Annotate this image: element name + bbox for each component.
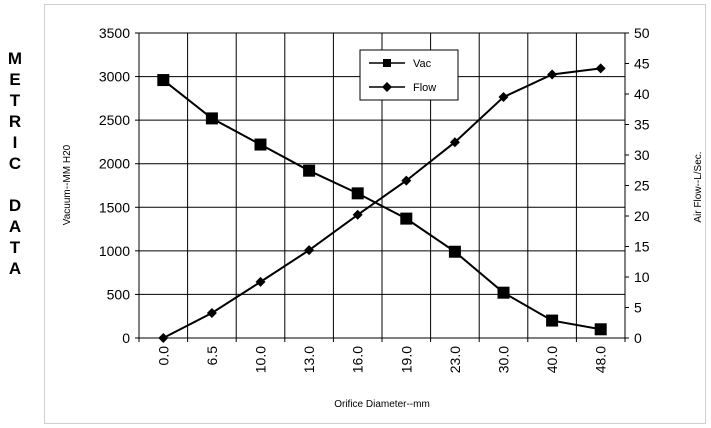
vac-point xyxy=(303,164,316,177)
right-tick-label: 40 xyxy=(634,86,650,102)
left-axis-tick-labels: 0 500 1000 1500 2000 2500 3000 3500 xyxy=(99,25,130,346)
flow-point xyxy=(498,92,509,103)
y-axis-label: Vacuum--MM H20 xyxy=(62,144,73,225)
vac-point xyxy=(594,323,607,336)
chart-frame xyxy=(44,4,706,424)
vac-point xyxy=(448,245,461,258)
x-axis-tick-labels: 0.0 6.5 10.0 13.0 16.0 19.0 23.0 30.0 40.0 48.0 xyxy=(155,346,608,373)
vac-point xyxy=(400,212,413,225)
series-layer xyxy=(157,63,607,343)
plot-area xyxy=(138,32,626,339)
right-tick-label: 25 xyxy=(634,178,650,194)
right-tick-label: 5 xyxy=(634,300,642,316)
right-tick-label: 15 xyxy=(634,239,650,255)
right-tick-label: 20 xyxy=(634,208,650,224)
x-axis-label: Orifice Diameter--mm xyxy=(334,399,430,410)
side-title-letter: C xyxy=(8,154,22,173)
left-tick-label: 3500 xyxy=(99,25,130,41)
series-line-flow xyxy=(162,67,601,339)
side-title-letter: D xyxy=(8,196,22,215)
side-title-letter: M xyxy=(7,49,23,68)
vac-point xyxy=(157,74,170,87)
right-tick-label: 50 xyxy=(634,25,650,41)
right-tick-label: 0 xyxy=(634,330,642,346)
series-line-vac xyxy=(162,79,601,331)
flow-point xyxy=(255,276,266,287)
side-title-letter: E xyxy=(9,70,21,89)
left-tick-label: 2000 xyxy=(99,156,130,172)
vac-point xyxy=(351,187,364,200)
flow-point xyxy=(449,137,460,148)
flow-point xyxy=(158,333,169,343)
flow-point xyxy=(352,209,363,220)
flow-point xyxy=(304,245,315,256)
vac-point xyxy=(205,112,218,125)
x-tick-label: 13.0 xyxy=(301,346,317,373)
x-tick-label: 16.0 xyxy=(350,346,366,373)
side-title-letter: T xyxy=(9,238,21,257)
x-tick-label: 30.0 xyxy=(496,346,512,373)
flow-point xyxy=(595,63,606,74)
vac-point xyxy=(546,314,559,327)
right-tick-label: 30 xyxy=(634,147,650,163)
left-tick-label: 500 xyxy=(107,286,131,302)
x-tick-label: 19.0 xyxy=(398,346,414,373)
y2-axis-label: Air Flow--L/Sec. xyxy=(693,151,704,222)
legend-vac-label: Vac xyxy=(413,58,432,70)
legend: Vac Flow xyxy=(359,49,459,101)
x-tick-label: 10.0 xyxy=(253,346,269,373)
x-tick-label: 23.0 xyxy=(447,346,463,373)
vac-point xyxy=(497,286,510,299)
side-title-letter: A xyxy=(8,217,22,236)
left-tick-label: 3000 xyxy=(99,69,130,85)
side-title-letter: I xyxy=(12,133,18,152)
flow-point xyxy=(401,175,412,186)
right-tick-label: 10 xyxy=(634,269,650,285)
legend-flow-marker xyxy=(382,82,392,92)
right-axis-tick-labels: 0 5 10 15 20 25 30 35 40 45 50 xyxy=(634,25,650,346)
legend-box xyxy=(359,49,459,101)
side-title-letter: R xyxy=(8,112,22,131)
left-tick-label: 0 xyxy=(122,330,130,346)
vac-point xyxy=(254,138,267,151)
x-tick-label: 0.0 xyxy=(155,346,171,366)
legend-vac-marker xyxy=(383,59,391,67)
left-tick-label: 1000 xyxy=(99,243,130,259)
right-tick-label: 45 xyxy=(634,56,650,72)
left-tick-label: 1500 xyxy=(99,199,130,215)
x-tick-label: 40.0 xyxy=(544,346,560,373)
flow-point xyxy=(206,307,217,318)
flow-point xyxy=(547,69,558,80)
left-tick-label: 2500 xyxy=(99,112,130,128)
legend-flow-label: Flow xyxy=(413,82,436,94)
x-tick-label: 48.0 xyxy=(593,346,609,373)
side-title-letter: T xyxy=(9,91,21,110)
side-title-letter: A xyxy=(8,259,22,278)
right-tick-label: 35 xyxy=(634,117,650,133)
x-tick-label: 6.5 xyxy=(204,346,220,366)
